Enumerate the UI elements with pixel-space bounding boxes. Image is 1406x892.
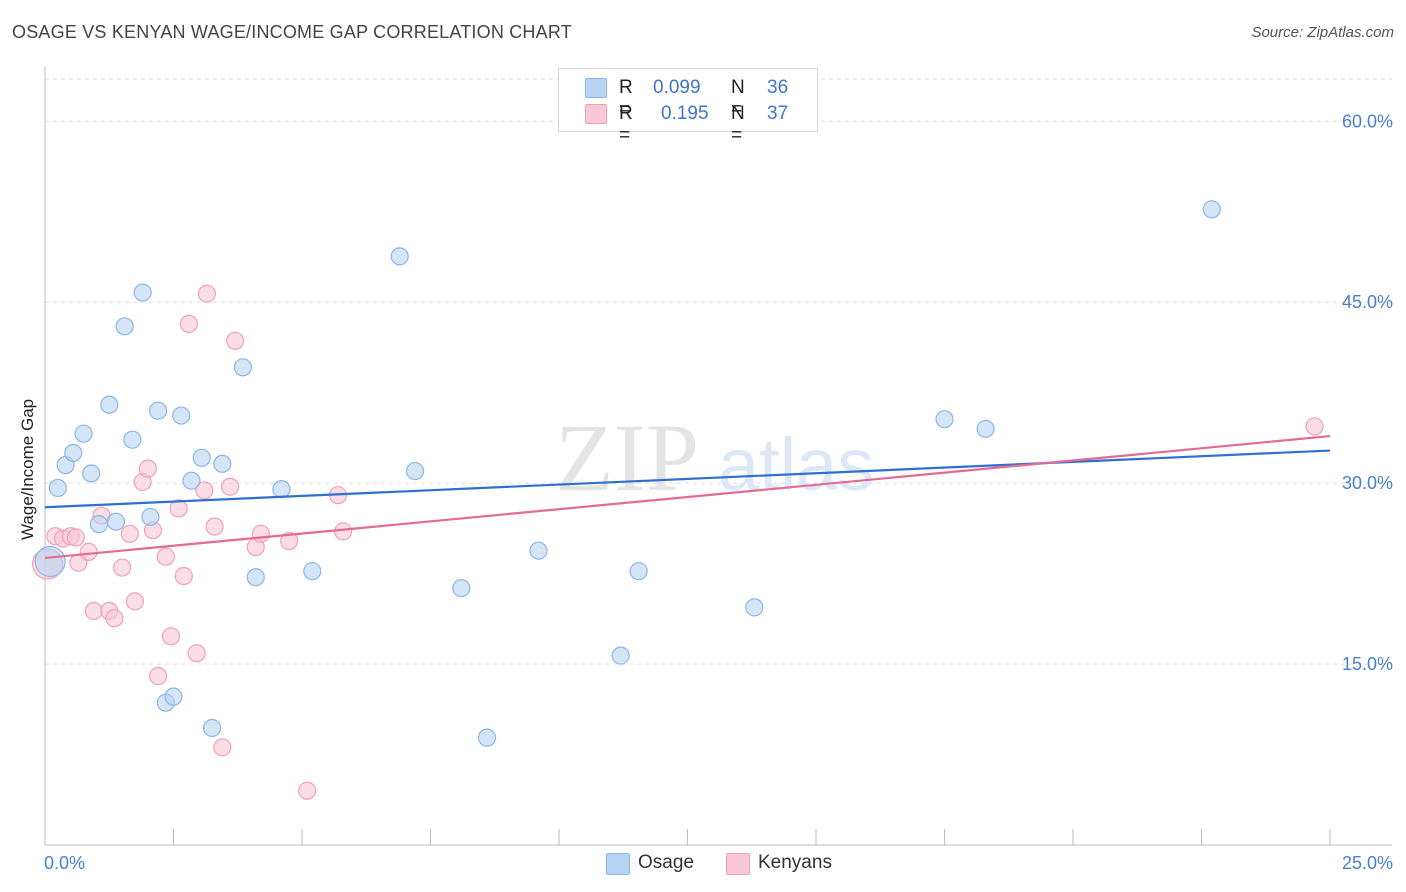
watermark: ZIP atlas — [555, 404, 874, 511]
kenyans-point — [66, 528, 85, 547]
osage-point — [976, 419, 995, 438]
osage-point — [405, 461, 425, 481]
kenyans-point — [179, 314, 199, 333]
n-label: N = — [731, 103, 745, 146]
r-label: R = — [619, 103, 633, 146]
kenyans-point — [112, 558, 132, 577]
osage-point — [629, 562, 648, 581]
n-value: 37 — [767, 103, 789, 124]
y-tick-label: 60.0% — [1342, 111, 1393, 131]
osage-point — [390, 247, 409, 266]
r-value: 0.099 — [653, 77, 701, 98]
kenyans-point — [334, 522, 353, 541]
osage-point — [148, 401, 168, 420]
osage-point — [64, 443, 83, 463]
correlation-legend: R = 0.099 N = 36 R = 0.195 N = 37 — [558, 68, 818, 146]
kenyans-point — [251, 524, 270, 543]
kenyans-point — [1305, 417, 1324, 436]
kenyans-point — [169, 499, 188, 518]
kenyans-point — [195, 481, 214, 500]
kenyans-point — [174, 566, 193, 586]
osage-point — [48, 478, 67, 498]
kenyans-point — [148, 667, 168, 686]
kenyans-point — [125, 592, 145, 611]
kenyans-point — [138, 459, 157, 478]
tick-labels: 15.0% 30.0% 45.0% 60.0% 0.0% 25.0% — [44, 111, 1393, 873]
kenyans-point — [220, 477, 240, 496]
osage-point — [529, 541, 548, 560]
osage-point — [133, 283, 152, 302]
x-tick-label-min: 0.0% — [44, 853, 85, 873]
y-tick-label: 30.0% — [1342, 473, 1393, 493]
y-tick-label: 45.0% — [1342, 292, 1393, 312]
osage-point — [303, 562, 322, 581]
kenyans-swatch — [585, 104, 607, 124]
osage-point — [141, 507, 160, 527]
kenyans-trend-line — [44, 434, 1331, 560]
kenyans-point — [187, 644, 206, 663]
y-tick-label: 15.0% — [1342, 654, 1393, 674]
kenyans-point — [205, 517, 224, 536]
r-label: R = — [619, 77, 633, 120]
osage-point — [123, 430, 142, 449]
osage-point — [202, 718, 222, 738]
axes — [44, 67, 1392, 846]
osage-point — [611, 646, 630, 665]
kenyans-point — [120, 524, 139, 543]
osage-point — [89, 515, 109, 534]
kenyans-point — [213, 738, 232, 757]
osage-points — [34, 200, 1221, 747]
n-label: N = — [731, 77, 745, 120]
osage-point — [82, 464, 101, 483]
kenyans-point — [298, 781, 317, 800]
kenyans-point — [79, 542, 98, 561]
kenyans-legend-swatch — [726, 853, 750, 875]
trend-lines — [44, 434, 1331, 560]
osage-trend-line — [44, 449, 1331, 509]
osage-point — [213, 454, 232, 473]
kenyans-point — [197, 284, 217, 303]
osage-point — [233, 358, 252, 377]
osage-point — [935, 410, 954, 429]
x-tick-label-max: 25.0% — [1342, 853, 1393, 873]
osage-point — [745, 598, 764, 617]
osage-point — [272, 480, 291, 499]
kenyans-point — [156, 547, 175, 566]
osage-point — [182, 471, 201, 490]
kenyans-points — [31, 284, 1324, 800]
kenyans-point — [84, 601, 103, 621]
osage-point — [1202, 200, 1221, 219]
kenyans-point — [280, 531, 299, 551]
r-value: 0.195 — [661, 103, 709, 124]
kenyans-point — [105, 609, 124, 628]
osage-point — [477, 728, 497, 747]
osage-point — [246, 568, 265, 587]
osage-point — [100, 395, 119, 414]
kenyans-point — [161, 627, 181, 646]
watermark-atlas: atlas — [718, 423, 874, 506]
osage-point — [106, 512, 126, 531]
kenyans-legend-label: Kenyans — [758, 852, 832, 873]
osage-point — [34, 545, 66, 578]
watermark-zip: ZIP — [555, 404, 699, 511]
osage-point — [164, 687, 183, 706]
osage-point — [115, 317, 134, 336]
osage-legend-swatch — [606, 853, 630, 875]
n-value: 36 — [767, 77, 789, 98]
kenyans-point — [226, 331, 245, 350]
osage-legend-label: Osage — [638, 852, 694, 873]
source-credit: Source: ZipAtlas.com — [1251, 24, 1394, 41]
osage-point — [192, 448, 211, 467]
osage-point — [74, 424, 93, 443]
osage-swatch — [585, 78, 607, 98]
osage-point — [452, 578, 471, 598]
chart-title: OSAGE VS KENYAN WAGE/INCOME GAP CORRELAT… — [12, 22, 572, 42]
osage-point — [172, 406, 191, 425]
